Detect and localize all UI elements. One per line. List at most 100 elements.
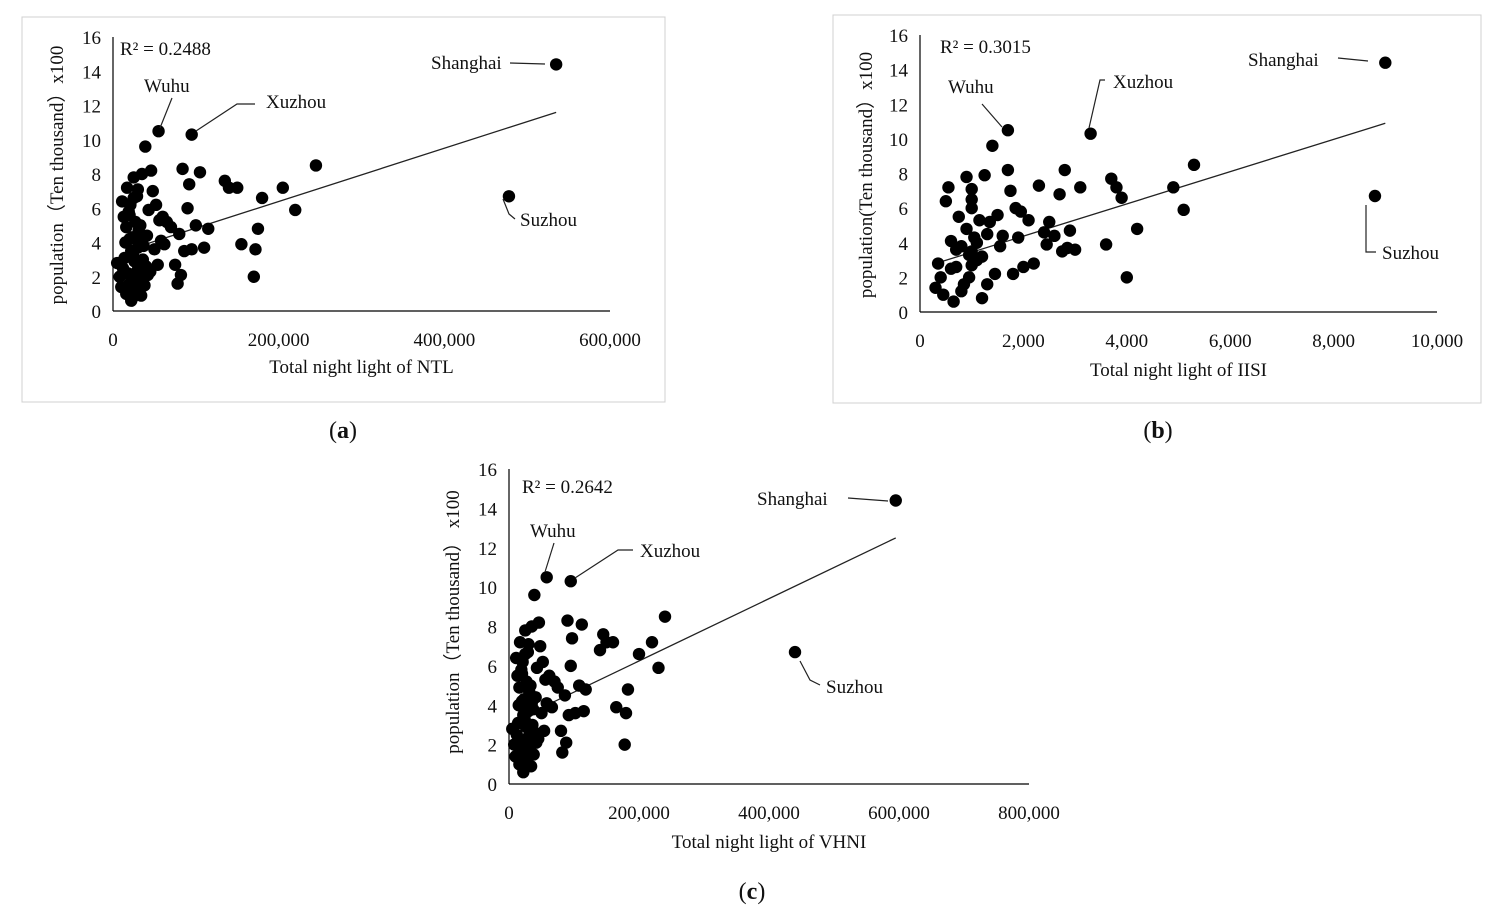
data-point (652, 661, 665, 675)
data-point (529, 691, 542, 704)
data-point (944, 262, 958, 275)
r-squared-label: R² = 0.3015 (940, 37, 1031, 58)
data-point (255, 191, 269, 205)
y-tick-label: 4 (92, 234, 102, 255)
trend-line (935, 122, 1386, 265)
y-tick-label: 14 (889, 61, 909, 82)
y-tick-label: 4 (488, 696, 498, 717)
y-tick-label: 8 (899, 165, 909, 186)
data-point (524, 679, 537, 692)
data-point (1022, 214, 1035, 227)
data-point (1027, 257, 1040, 270)
data-point (975, 291, 989, 305)
y-tick-label: 0 (488, 775, 498, 796)
data-point (564, 659, 577, 673)
point-label-shanghai: Shanghai (431, 53, 502, 74)
data-point (1048, 229, 1061, 243)
leader-line-xuzhou (195, 103, 255, 132)
data-point (528, 588, 541, 602)
data-point (934, 271, 947, 284)
x-tick-label: 400,000 (738, 803, 800, 824)
data-point (1012, 231, 1025, 244)
point-label-suzhou: Suzhou (520, 210, 578, 231)
x-tick-label: 400,000 (413, 330, 475, 351)
y-tick-label: 0 (92, 302, 102, 323)
data-point (1004, 184, 1017, 198)
data-point-xuzhou (1084, 127, 1097, 140)
data-point (965, 193, 978, 206)
leader-line-shanghai (847, 497, 889, 502)
point-label-shanghai: Shanghai (757, 489, 828, 510)
data-point (556, 746, 569, 759)
data-point (515, 667, 529, 680)
data-point (1001, 163, 1015, 177)
point-label-xuzhou: Xuzhou (1113, 72, 1174, 93)
y-tick-label: 6 (92, 199, 102, 220)
y-axis-label: population(Ten thousand）x100 (855, 52, 877, 298)
data-point (1006, 267, 1020, 281)
data-point (1130, 222, 1144, 236)
data-point (197, 241, 211, 254)
data-point (164, 220, 178, 234)
panel-c: 0 2 4 6 8 10 12 14 16 0 200,000 400,000 600,000 800,0… (442, 460, 1060, 853)
x-tick-label: 8,000 (1312, 331, 1355, 352)
y-axis-label: population（Ten thousand） x100 (442, 490, 464, 754)
x-tick-label: 0 (504, 803, 514, 824)
y-tick-label: 10 (889, 130, 908, 151)
data-point (560, 736, 573, 749)
data-point (618, 738, 631, 751)
data-point (519, 647, 532, 661)
data-point (947, 295, 960, 308)
caption-letter: b (1151, 418, 1164, 444)
caption-letter: a (337, 418, 349, 444)
data-point (174, 268, 188, 282)
caption-a: (a) (329, 418, 357, 444)
data-point (1063, 224, 1077, 237)
data-point (121, 284, 135, 297)
data-point (519, 740, 533, 753)
data-point (1017, 260, 1030, 274)
y-tick-label: 16 (889, 26, 908, 47)
data-point (193, 166, 207, 179)
point-label-wuhu: Wuhu (144, 76, 190, 97)
data-point (123, 232, 136, 246)
data-point (522, 704, 535, 718)
data-point (960, 222, 973, 236)
data-point-suzhou (1368, 189, 1382, 203)
leader-line-shanghai (1337, 57, 1369, 62)
point-label-shanghai: Shanghai (1248, 50, 1319, 71)
point-label-xuzhou: Xuzhou (640, 541, 701, 562)
data-point (1040, 238, 1053, 251)
data-point-wuhu (152, 124, 165, 138)
data-point (545, 701, 559, 714)
x-tick-label: 0 (108, 330, 118, 351)
data-point (149, 198, 163, 212)
y-tick-label: 6 (488, 657, 498, 678)
panel-a: 0 2 4 6 8 10 12 14 16 0 200,000 400,000 600,000 Total… (21, 16, 666, 403)
data-point (973, 214, 986, 227)
data-point (185, 243, 198, 256)
data-point (619, 706, 633, 720)
data-point (151, 258, 164, 271)
data-point (986, 139, 999, 152)
data-point (134, 289, 148, 302)
y-tick-label: 2 (899, 268, 909, 289)
data-point (1058, 163, 1071, 177)
data-point (606, 636, 620, 649)
x-tick-label: 800,000 (998, 803, 1060, 824)
data-point (937, 288, 950, 301)
data-point (621, 683, 635, 696)
data-point (535, 706, 548, 720)
data-point (942, 181, 955, 194)
data-point-wuhu (1001, 124, 1015, 137)
data-point (575, 618, 588, 631)
data-point (561, 614, 574, 627)
data-point (949, 243, 963, 256)
data-point (1115, 191, 1128, 204)
data-point-xuzhou (564, 575, 577, 588)
data-point (975, 250, 989, 263)
data-point (131, 241, 145, 254)
x-tick-label: 4,000 (1105, 331, 1148, 352)
data-point (565, 632, 579, 645)
data-point (955, 285, 968, 298)
